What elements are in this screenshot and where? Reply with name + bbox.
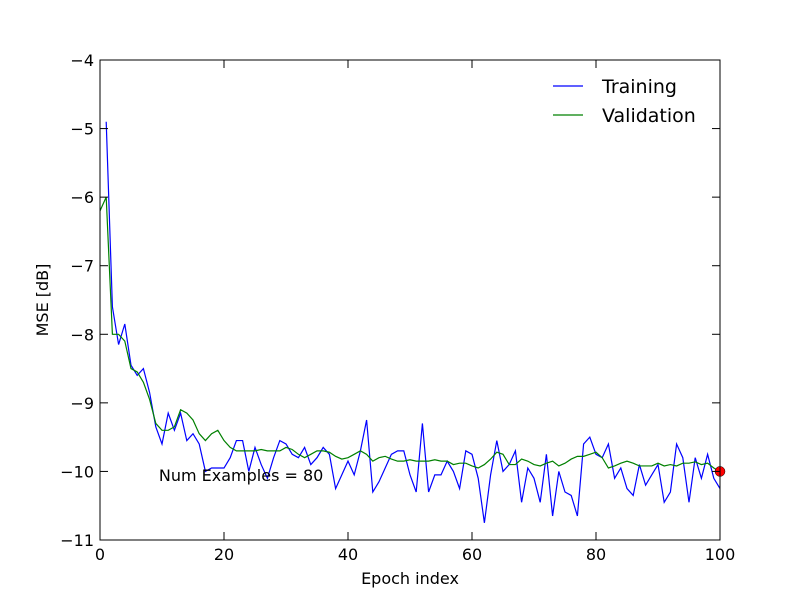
legend-label-validation: Validation bbox=[602, 105, 696, 127]
y-tick-label: −7 bbox=[70, 257, 94, 276]
legend-label-training: Training bbox=[601, 76, 677, 98]
series-line-validation bbox=[100, 196, 720, 472]
y-tick-label: −4 bbox=[70, 51, 94, 70]
y-tick-label: −6 bbox=[70, 188, 94, 207]
y-tick-label: −8 bbox=[70, 325, 94, 344]
x-tick-label: 20 bbox=[214, 545, 234, 564]
num-examples-annotation: Num Examples = 80 bbox=[159, 466, 323, 485]
y-tick-label: −9 bbox=[70, 394, 94, 413]
axis-ticks: 0 20 40 60 80 100 −11 −10 −9 −8 −7 −6 −5 −4 bbox=[60, 51, 735, 564]
x-tick-label: 100 bbox=[705, 545, 736, 564]
y-tick-label: −5 bbox=[70, 120, 94, 139]
y-axis-label: MSE [dB] bbox=[33, 264, 52, 337]
legend: Training Validation bbox=[553, 76, 696, 127]
series-line-training bbox=[105, 121, 720, 523]
x-tick-label: 80 bbox=[586, 545, 606, 564]
y-tick-label: −11 bbox=[60, 531, 94, 550]
x-axis-label: Epoch index bbox=[361, 569, 459, 588]
x-tick-label: 60 bbox=[462, 545, 482, 564]
y-tick-label: −10 bbox=[60, 462, 94, 481]
axes-frame bbox=[99, 59, 721, 541]
x-tick-label: 40 bbox=[338, 545, 358, 564]
x-tick-label: 0 bbox=[95, 545, 105, 564]
